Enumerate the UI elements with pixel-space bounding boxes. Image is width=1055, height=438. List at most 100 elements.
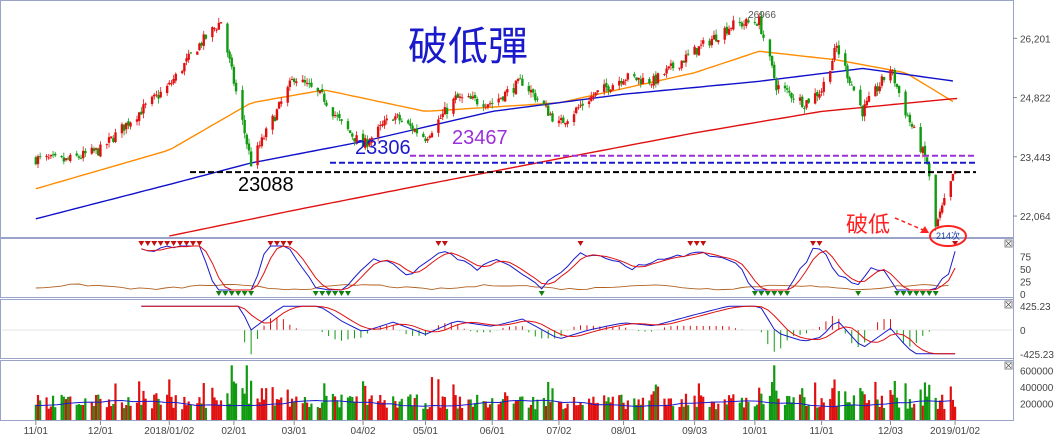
overbought-marker: [144, 241, 151, 246]
candle: [618, 76, 621, 90]
candle: [678, 67, 681, 71]
candle: [396, 113, 399, 119]
candle: [165, 83, 169, 96]
volume-bar: [482, 401, 485, 420]
volume-bar: [381, 402, 384, 420]
candle: [366, 135, 369, 151]
chart-title: 破低彈: [408, 25, 528, 69]
volume-bar: [230, 365, 233, 420]
volume-bar: [588, 398, 591, 420]
volume-bar: [807, 404, 810, 420]
volume-bar: [641, 397, 645, 420]
oversold-marker: [241, 291, 248, 296]
volume-bar: [878, 406, 881, 420]
volume-bar: [247, 403, 251, 420]
candle: [889, 65, 892, 84]
candle: [245, 132, 249, 149]
volume-bar: [159, 404, 162, 420]
volume-tick-label: 200000: [1020, 399, 1054, 410]
candle: [863, 99, 866, 122]
candle: [280, 97, 283, 107]
volume-bar: [280, 397, 283, 420]
candle: [458, 93, 462, 102]
volume-bar: [566, 403, 569, 420]
volume-bar: [77, 404, 80, 420]
volume-bar: [114, 383, 117, 420]
candle: [351, 132, 354, 140]
candle: [882, 76, 886, 83]
candle: [663, 73, 666, 77]
volume-bar: [831, 388, 834, 420]
candle: [467, 93, 470, 98]
volume-bar: [437, 379, 440, 420]
volume-bar: [62, 396, 65, 420]
candle: [174, 72, 177, 84]
candle: [196, 51, 199, 55]
volume-bar: [90, 402, 93, 420]
candle: [249, 147, 253, 167]
macd-signal-line: [141, 305, 956, 355]
candle: [452, 97, 455, 117]
volume-bar: [336, 400, 339, 420]
volume-bar: [318, 408, 322, 420]
candle: [90, 144, 94, 155]
candle: [198, 42, 201, 51]
candle: [904, 89, 907, 119]
volume-bar: [196, 403, 199, 420]
x-tick-label: 12/03: [878, 426, 903, 437]
candle: [159, 87, 162, 99]
volume-bar: [39, 400, 42, 420]
volume-bar: [439, 407, 442, 420]
volume-bar: [725, 404, 728, 420]
volume-bar: [783, 404, 787, 420]
volume-bar: [351, 396, 354, 420]
dif-line: [141, 305, 956, 355]
axis-ticks: 26,20124,82223,44322,0647550250425.230-4…: [24, 34, 1055, 437]
volume-bar: [710, 401, 713, 420]
candle: [574, 106, 578, 115]
support-level-lines: [190, 154, 976, 174]
overbought-marker: [138, 241, 145, 246]
candle: [392, 118, 395, 121]
candle: [426, 136, 429, 143]
volume-bar: [409, 394, 412, 420]
candle: [144, 102, 147, 109]
candle: [773, 61, 776, 80]
candle: [394, 113, 397, 125]
candle: [256, 142, 259, 169]
candle: [908, 112, 912, 127]
oversold-marker: [784, 291, 791, 296]
candle: [865, 97, 869, 109]
oversold-marker: [215, 291, 222, 296]
volume-bar: [596, 402, 599, 420]
candle: [936, 217, 940, 229]
volume-bar: [603, 395, 606, 420]
volume-bars: [34, 365, 957, 420]
volume-bar: [112, 404, 115, 420]
volume-bar: [125, 405, 128, 420]
volume-bar: [667, 398, 670, 420]
overbought-marker: [273, 241, 280, 246]
candle: [852, 86, 856, 92]
candle: [99, 141, 102, 158]
volume-bar: [473, 403, 477, 420]
candle: [488, 100, 492, 107]
candle: [62, 152, 66, 165]
volume-bar: [69, 396, 72, 420]
volume-bar: [637, 399, 640, 420]
volume-bar: [426, 409, 429, 420]
volume-bar: [278, 399, 281, 420]
moving-average-lines: [35, 50, 958, 237]
volume-bar: [394, 401, 397, 420]
volume-bar: [471, 406, 474, 420]
volume-bar: [316, 407, 319, 420]
oversold-marker: [344, 291, 351, 296]
overbought-marker: [164, 241, 171, 246]
x-tick-label: 04/02: [351, 426, 376, 437]
candle: [183, 62, 186, 76]
volume-bar: [775, 390, 778, 420]
candle: [325, 100, 328, 107]
candle: [181, 69, 184, 75]
candle: [592, 92, 595, 101]
